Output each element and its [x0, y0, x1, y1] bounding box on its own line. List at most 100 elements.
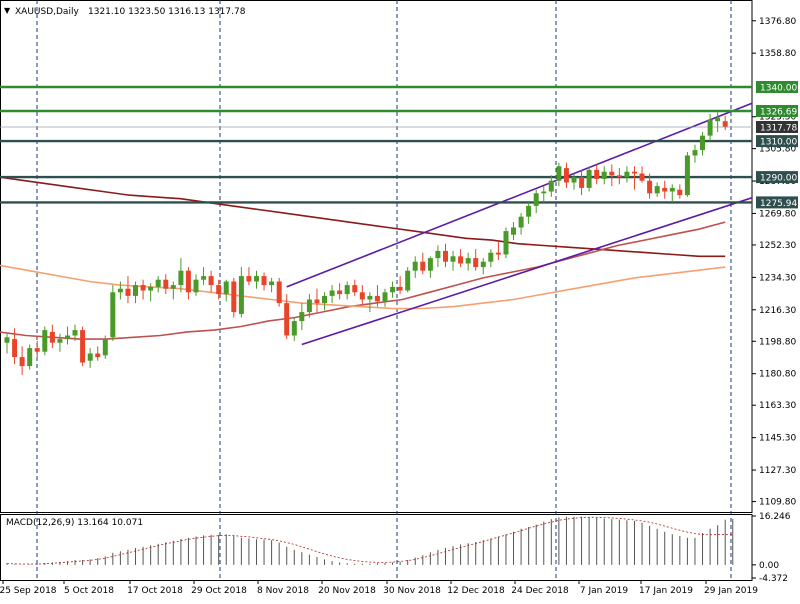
candle-body — [223, 281, 229, 295]
level-price-tag-label: 1290.00 — [760, 174, 797, 184]
candle-body — [692, 150, 698, 156]
macd-tick-label: 16.246 — [759, 512, 791, 522]
candle-body — [12, 339, 18, 358]
candle-body — [65, 335, 70, 340]
time-tick-label: 17 Oct 2018 — [127, 586, 183, 596]
price-tick-label: 1198.80 — [759, 337, 796, 347]
candle-body — [133, 285, 138, 296]
candle-body — [155, 279, 161, 287]
time-tick-label: 7 Jan 2019 — [580, 586, 628, 596]
candle-body — [276, 281, 282, 304]
candle-body — [34, 348, 40, 352]
candle-body — [609, 171, 615, 176]
macd-signal-line — [6, 516, 733, 565]
symbol-triangle-icon[interactable]: ▼ — [4, 6, 11, 15]
candle-body — [148, 286, 154, 291]
level-price-tag-label: 1326.69 — [760, 108, 797, 118]
candle-body — [291, 321, 297, 336]
candle-body — [533, 193, 539, 206]
level-price-tag-label: 1275.94 — [760, 199, 797, 209]
time-tick-label: 12 Dec 2018 — [447, 586, 505, 596]
candle-body — [541, 191, 547, 194]
candle-body — [684, 155, 690, 196]
macd-tick-label: 0.00 — [759, 561, 779, 571]
candle-body — [511, 227, 516, 235]
candle-body — [163, 279, 169, 289]
candle-body — [117, 288, 123, 293]
candle-body — [42, 330, 48, 352]
candle-body — [465, 258, 471, 264]
candle-body — [140, 285, 146, 291]
candle-body — [647, 180, 653, 194]
candle-body — [405, 270, 411, 291]
candle-body — [57, 339, 63, 343]
candle-body — [707, 119, 713, 136]
candle-body — [367, 295, 373, 300]
candle-body — [594, 169, 600, 179]
candle-body — [254, 276, 259, 282]
candle-body — [586, 169, 592, 188]
candle-body — [246, 276, 252, 282]
macd-pane[interactable] — [6, 516, 734, 565]
candle-body — [27, 348, 33, 367]
candle-body — [344, 285, 350, 295]
candle-body — [503, 231, 509, 255]
time-tick-label: 5 Oct 2018 — [64, 586, 114, 596]
candle-body — [193, 279, 199, 293]
candle-body — [102, 339, 108, 356]
macd-label: MACD(12,26,9) 13.164 10.071 — [6, 518, 143, 528]
candle-body — [261, 276, 267, 286]
candle-body — [420, 261, 426, 271]
candle-body — [284, 303, 290, 336]
price-tick-label: 1323.50 — [759, 113, 796, 123]
candle-body — [201, 276, 207, 280]
candle-body — [208, 276, 214, 286]
level-price-tag — [756, 135, 798, 148]
candle-body — [639, 173, 645, 181]
candle-body — [238, 276, 244, 314]
moving-average-line — [0, 176, 726, 258]
price-tick-label: 1180.80 — [759, 370, 796, 380]
candle-body — [443, 250, 448, 262]
time-tick-label: 8 Nov 2018 — [257, 586, 309, 596]
macd-pane-frame — [0, 514, 753, 581]
channel-line — [301, 196, 752, 346]
candle-body — [359, 292, 365, 300]
level-price-tag — [756, 105, 798, 117]
candle-body — [4, 337, 10, 343]
candle-body — [306, 299, 312, 313]
candle-body — [616, 175, 622, 178]
candle-body — [488, 252, 494, 262]
level-price-tag-label: 1340.00 — [760, 84, 797, 94]
time-tick-label: 30 Nov 2018 — [383, 586, 441, 596]
candle-body — [374, 295, 380, 302]
chart-header: ▼ XAUUSD,Daily 1321.10 1323.50 1316.13 1… — [4, 6, 246, 528]
candle-body — [352, 285, 358, 293]
candle-body — [19, 357, 25, 367]
price-tick-label: 1216.30 — [759, 306, 796, 316]
candle-body — [518, 216, 524, 228]
symbol-label: XAUUSD,Daily — [15, 7, 79, 17]
candle-body — [662, 187, 668, 192]
price-tick-label: 1163.30 — [759, 401, 796, 411]
price-pane[interactable] — [0, 85, 793, 376]
candle-body — [412, 261, 418, 271]
candle-body — [601, 171, 607, 179]
candle-body — [337, 290, 343, 295]
moving-average-line — [0, 221, 726, 340]
candle-body — [329, 290, 335, 296]
candle-body — [677, 189, 683, 196]
macd-tick-label: -4.372 — [759, 574, 788, 584]
time-tick-label: 29 Jan 2019 — [704, 586, 758, 596]
candle-body — [556, 166, 562, 181]
candle-body — [571, 177, 577, 183]
grid-layer — [0, 0, 753, 581]
time-tick-label: 20 Nov 2018 — [318, 586, 376, 596]
candle-body — [185, 270, 191, 293]
level-price-tag — [756, 196, 798, 209]
price-tick-label: 1305.80 — [759, 145, 796, 155]
time-tick-label: 29 Oct 2018 — [191, 586, 247, 596]
price-tick-label: 1234.30 — [759, 273, 796, 283]
